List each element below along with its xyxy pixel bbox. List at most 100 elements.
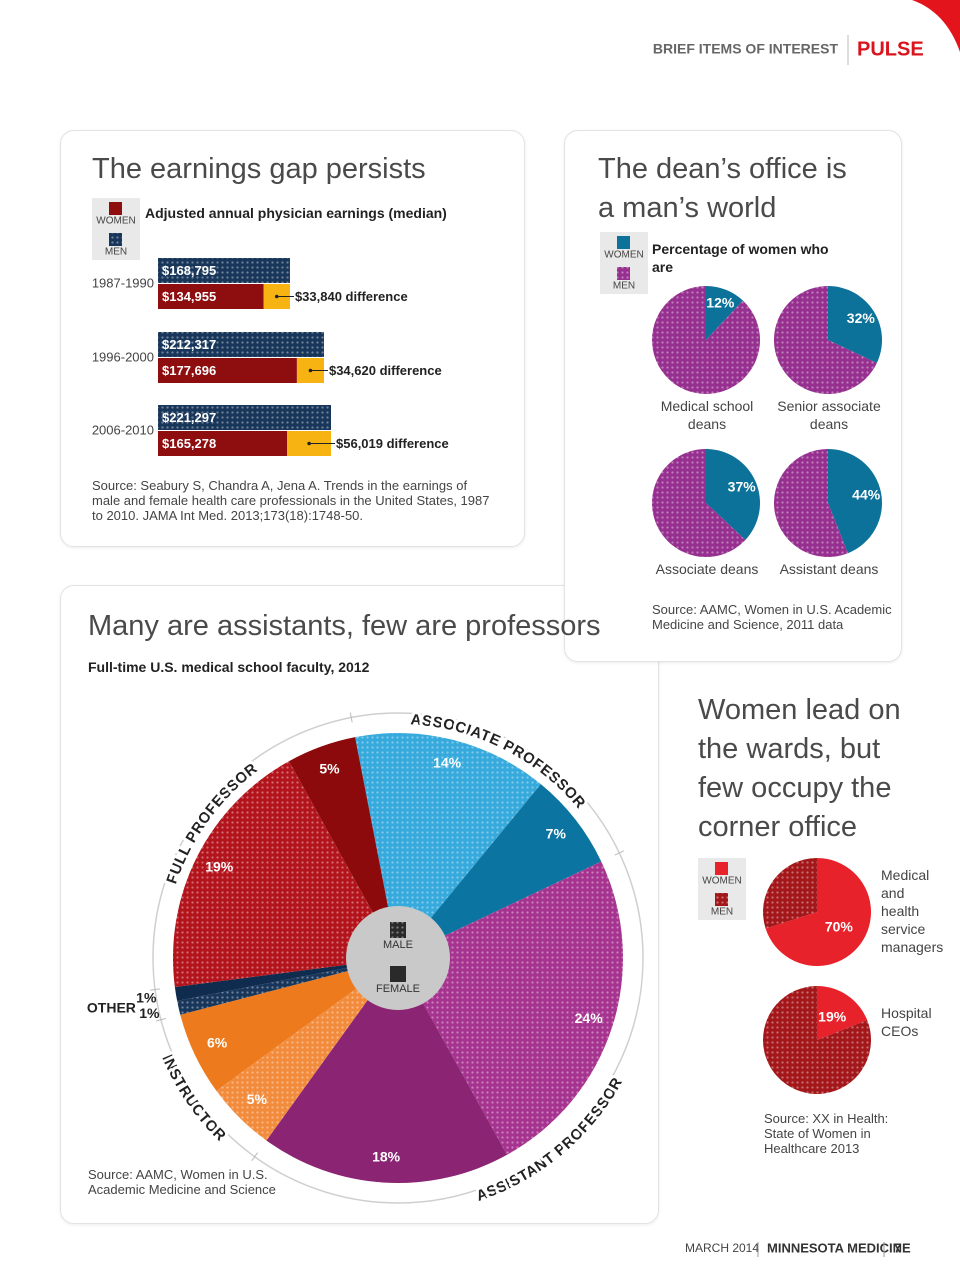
pie-slice: [398, 861, 623, 1155]
value-label: 5%: [247, 1091, 268, 1107]
legend-label: WOMEN: [96, 216, 135, 227]
ring-tick: [349, 712, 353, 723]
ring-tick: [614, 850, 625, 856]
legend-label: MEN: [105, 247, 127, 258]
difference-dot: [307, 441, 311, 446]
pie-slice: [763, 858, 817, 929]
value-label: 6%: [207, 1035, 228, 1051]
value-label: 44%: [852, 486, 881, 502]
chart-title: Women lead on the wards, but few occupy …: [698, 694, 901, 843]
value-label: 7%: [546, 825, 567, 841]
pie-slice: [706, 449, 760, 540]
category-label: Assistant deans: [779, 561, 879, 577]
pie-slice: [774, 449, 848, 557]
value-label: $168,795: [162, 263, 216, 278]
pie-slice: [180, 958, 398, 1091]
value-label: 14%: [433, 755, 462, 771]
pie-slice: [177, 958, 398, 1015]
pie-slice: [174, 958, 398, 1001]
value-label: 1%: [136, 989, 157, 1005]
value-label: 18%: [372, 1149, 401, 1165]
corner-decoration: [912, 0, 960, 52]
legend-label: MEN: [613, 281, 635, 292]
value-label: 37%: [728, 478, 757, 494]
deans-panel: [564, 130, 902, 662]
ring-tick: [150, 988, 161, 991]
source-note: Source: Seabury S, Chandra A, Jena A. Tr…: [92, 478, 490, 523]
legend-label: MALE: [383, 939, 413, 951]
pie-slice: [355, 733, 541, 958]
category-label: Associate deans: [655, 561, 759, 577]
value-label: 5%: [319, 761, 340, 777]
pie-slice: [173, 761, 398, 987]
legend-swatch: [109, 202, 122, 215]
value-label: 19%: [818, 1008, 847, 1024]
difference-label: $56,019 difference: [336, 436, 449, 451]
legend-swatch: [390, 966, 406, 982]
pie-slice: [706, 286, 743, 340]
section-title: PULSE: [857, 38, 924, 60]
pie-slice: [765, 858, 872, 966]
chart-subtitle: Full-time U.S. medical school faculty, 2…: [88, 659, 370, 675]
legend-disc: [346, 906, 450, 1010]
category-label: Medical and health service managers: [881, 867, 944, 955]
bar: [158, 332, 324, 357]
chart-subtitle: Percentage of women who are: [652, 241, 829, 275]
legend-swatch: [617, 236, 630, 249]
bar: [158, 358, 297, 383]
value-label: 1%: [139, 1005, 160, 1021]
legend-label: WOMEN: [702, 876, 741, 887]
legend-swatch: [617, 267, 630, 280]
pie-slice: [652, 286, 760, 394]
source-note: Source: AAMC, Women in U.S. Academic Med…: [652, 602, 892, 632]
value-label: 32%: [847, 310, 876, 326]
footer-publication: MINNESOTA MEDICINE: [767, 1240, 911, 1255]
pie-slice: [216, 958, 398, 1141]
outer-ring: [152, 712, 644, 1204]
footer-date: MARCH 2014: [685, 1241, 759, 1255]
page-number: 7: [894, 1240, 901, 1255]
section-label: BRIEF ITEMS OF INTEREST: [653, 41, 839, 57]
legend-swatch: [715, 893, 728, 906]
chart-title: Many are assistants, few are professors: [88, 610, 601, 642]
pie-slice: [652, 449, 746, 557]
value-label: $177,696: [162, 363, 216, 378]
value-label: 70%: [825, 919, 854, 935]
pie-slice: [817, 986, 868, 1040]
value-label: $212,317: [162, 337, 216, 352]
category-label: OTHER: [87, 1000, 136, 1016]
category-label: 1987-1990: [92, 275, 154, 290]
pie-slice: [828, 449, 883, 554]
category-label: Medical school deans: [660, 398, 754, 432]
category-label: 2006-2010: [92, 422, 154, 437]
source-note: Source: XX in Health: State of Women in …: [764, 1111, 889, 1156]
legend-swatch: [109, 233, 122, 246]
value-label: $134,955: [162, 289, 216, 304]
legend-label: WOMEN: [604, 250, 643, 261]
value-label: 24%: [575, 1010, 604, 1026]
ring-tick: [251, 1152, 259, 1162]
pie-slice: [266, 958, 508, 1183]
category-label: Senior associate deans: [777, 398, 881, 432]
category-label: 1996-2000: [92, 349, 154, 364]
pie-slice: [774, 286, 877, 394]
difference-dot: [274, 294, 279, 299]
pie-slice: [288, 737, 398, 958]
bar: [158, 405, 331, 430]
bar: [158, 284, 264, 309]
bar: [158, 258, 290, 283]
source-note: Source: AAMC, Women in U.S. Academic Med…: [88, 1167, 276, 1197]
value-label: 19%: [205, 858, 234, 874]
ring-tick: [155, 1018, 166, 1022]
difference-label: $33,840 difference: [295, 289, 408, 304]
value-label: $165,278: [162, 436, 216, 451]
pie-slice: [763, 986, 872, 1094]
value-label: $221,297: [162, 410, 216, 425]
difference-dot: [308, 368, 313, 373]
chart-title: The dean’s office is a man’s world: [598, 153, 847, 224]
category-label: Hospital CEOs: [881, 1005, 932, 1039]
pie-slice: [398, 784, 602, 958]
legend-label: MEN: [711, 907, 733, 918]
